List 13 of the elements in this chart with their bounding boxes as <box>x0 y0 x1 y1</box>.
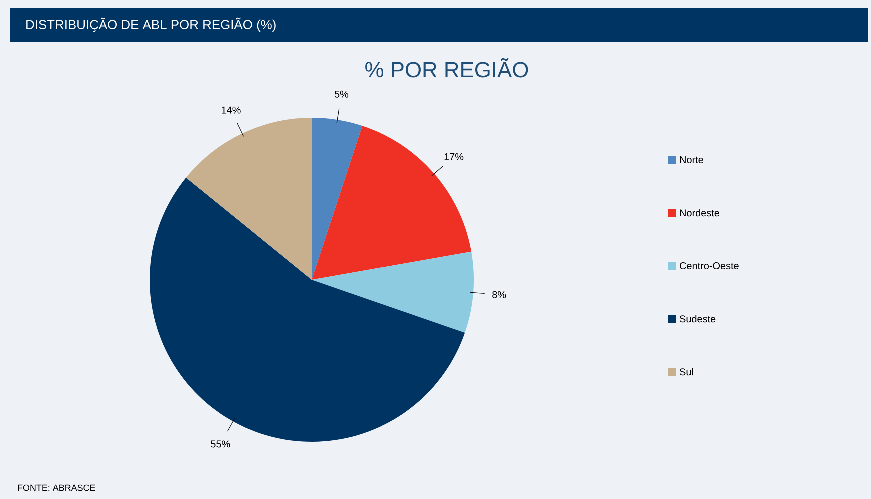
chart-subtitle: % POR REGIÃO <box>366 58 528 78</box>
data-label: 8% <box>492 291 506 298</box>
data-label: 55% <box>211 440 230 448</box>
legend-label: Centro-Oeste <box>680 262 739 270</box>
source-note: FONTE: ABRASCE <box>18 484 96 492</box>
legend-label: Nordeste <box>680 209 720 217</box>
legend-label: Sudeste <box>680 315 716 323</box>
legend-label: Norte <box>680 156 704 164</box>
chart-title: DISTRIBUIÇÃO DE ABL POR REGIÃO (%) <box>26 18 276 32</box>
legend-label: Sul <box>680 368 694 376</box>
data-label: 5% <box>334 90 349 98</box>
data-label: 14% <box>222 106 241 114</box>
data-label: 17% <box>444 153 464 160</box>
